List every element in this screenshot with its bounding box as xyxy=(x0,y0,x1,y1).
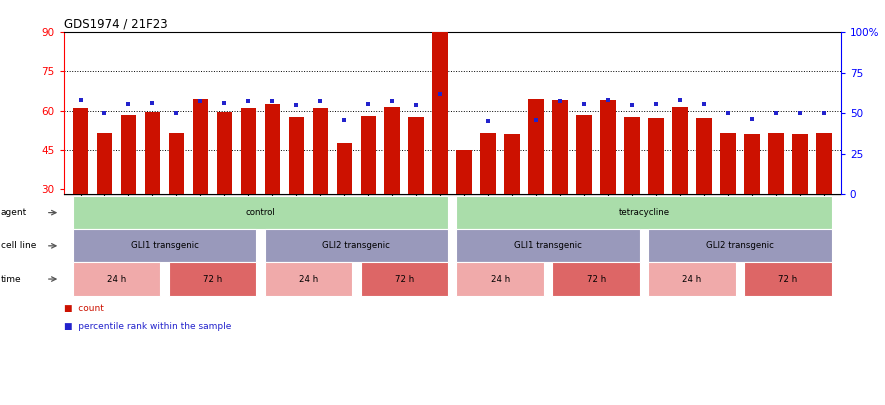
Text: time: time xyxy=(1,275,21,284)
Bar xyxy=(504,134,520,194)
Bar xyxy=(217,112,232,194)
Bar xyxy=(96,133,112,194)
Text: 24 h: 24 h xyxy=(107,275,126,284)
Text: ■  percentile rank within the sample: ■ percentile rank within the sample xyxy=(64,322,231,331)
Text: 72 h: 72 h xyxy=(779,275,797,284)
Bar xyxy=(552,100,568,194)
Bar xyxy=(744,134,760,194)
Bar xyxy=(169,133,184,194)
Bar xyxy=(265,104,281,194)
Text: GLI2 transgenic: GLI2 transgenic xyxy=(706,241,774,250)
Bar xyxy=(289,117,304,194)
Bar xyxy=(120,115,136,194)
Bar xyxy=(433,32,448,194)
Bar xyxy=(696,118,712,194)
Bar xyxy=(360,116,376,194)
Text: GLI1 transgenic: GLI1 transgenic xyxy=(514,241,582,250)
Text: GLI2 transgenic: GLI2 transgenic xyxy=(322,241,390,250)
Text: cell line: cell line xyxy=(1,241,36,250)
Bar xyxy=(409,117,424,194)
Bar xyxy=(528,99,544,194)
Bar xyxy=(768,133,784,194)
Text: 72 h: 72 h xyxy=(395,275,414,284)
Text: 72 h: 72 h xyxy=(587,275,605,284)
Bar xyxy=(241,108,256,194)
Bar xyxy=(384,107,400,194)
Bar xyxy=(336,143,352,194)
Text: 24 h: 24 h xyxy=(299,275,318,284)
Text: 72 h: 72 h xyxy=(203,275,222,284)
Text: control: control xyxy=(245,208,275,217)
Bar xyxy=(193,99,208,194)
Bar xyxy=(73,108,89,194)
Bar xyxy=(649,118,664,194)
Bar xyxy=(720,133,735,194)
Bar xyxy=(816,133,832,194)
Text: GDS1974 / 21F23: GDS1974 / 21F23 xyxy=(64,17,167,30)
Text: ■  count: ■ count xyxy=(64,304,104,313)
Text: 24 h: 24 h xyxy=(682,275,702,284)
Bar xyxy=(792,134,808,194)
Text: tetracycline: tetracycline xyxy=(619,208,670,217)
Text: GLI1 transgenic: GLI1 transgenic xyxy=(130,241,198,250)
Text: agent: agent xyxy=(1,208,27,217)
Bar xyxy=(600,100,616,194)
Bar xyxy=(673,107,688,194)
Bar xyxy=(576,115,592,194)
Bar xyxy=(624,117,640,194)
Text: 24 h: 24 h xyxy=(490,275,510,284)
Bar xyxy=(144,112,160,194)
Bar xyxy=(457,150,472,194)
Bar xyxy=(481,133,496,194)
Bar xyxy=(312,108,328,194)
